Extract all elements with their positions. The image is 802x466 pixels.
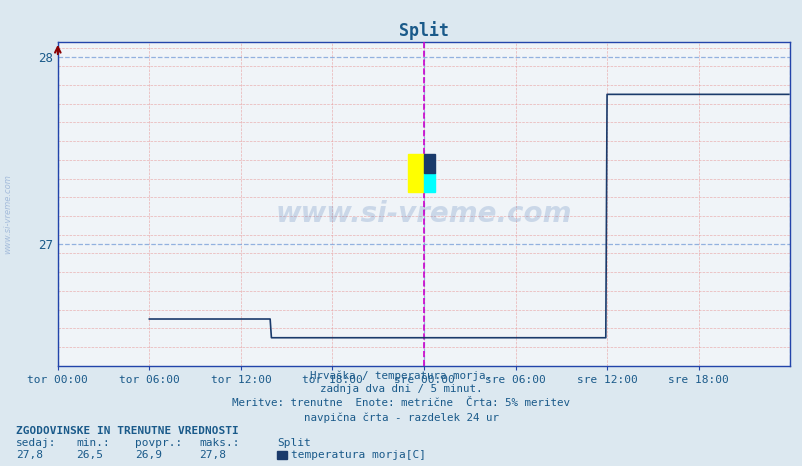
Text: Split: Split	[277, 438, 310, 448]
Bar	[423, 173, 435, 192]
Text: Hrvaška / temperatura morja.: Hrvaška / temperatura morja.	[310, 370, 492, 381]
Bar	[407, 154, 423, 192]
Text: navpična črta - razdelek 24 ur: navpična črta - razdelek 24 ur	[304, 412, 498, 423]
Text: zadnja dva dni / 5 minut.: zadnja dva dni / 5 minut.	[320, 384, 482, 394]
Text: min.:: min.:	[76, 438, 110, 448]
Text: 26,9: 26,9	[135, 450, 162, 459]
Text: temperatura morja[C]: temperatura morja[C]	[291, 450, 426, 459]
Text: povpr.:: povpr.:	[135, 438, 182, 448]
Text: maks.:: maks.:	[199, 438, 239, 448]
Text: 27,8: 27,8	[16, 450, 43, 459]
Text: ZGODOVINSKE IN TRENUTNE VREDNOSTI: ZGODOVINSKE IN TRENUTNE VREDNOSTI	[16, 426, 238, 436]
Title: Split: Split	[399, 21, 448, 41]
Text: sedaj:: sedaj:	[16, 438, 56, 448]
Text: 27,8: 27,8	[199, 450, 226, 459]
Bar	[423, 154, 435, 173]
Text: www.si-vreme.com: www.si-vreme.com	[275, 199, 572, 227]
Text: www.si-vreme.com: www.si-vreme.com	[3, 174, 13, 254]
Text: 26,5: 26,5	[76, 450, 103, 459]
Text: Meritve: trenutne  Enote: metrične  Črta: 5% meritev: Meritve: trenutne Enote: metrične Črta: …	[233, 398, 569, 408]
